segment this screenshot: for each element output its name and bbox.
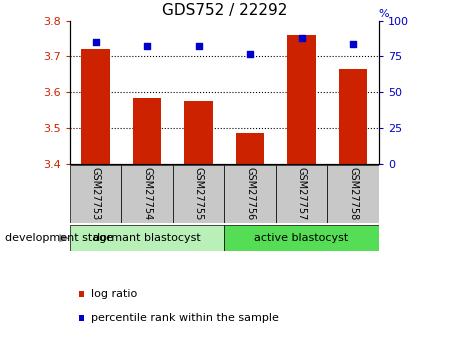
Text: GSM27757: GSM27757 <box>297 167 307 220</box>
Bar <box>70 165 121 223</box>
Text: %: % <box>379 9 390 19</box>
Bar <box>82 49 110 164</box>
Text: log ratio: log ratio <box>91 289 138 299</box>
Title: GDS752 / 22292: GDS752 / 22292 <box>162 3 287 18</box>
Text: GSM27754: GSM27754 <box>142 167 152 220</box>
Point <box>195 44 202 49</box>
Bar <box>184 101 213 164</box>
Text: GSM27755: GSM27755 <box>193 167 204 220</box>
Bar <box>173 165 225 223</box>
Text: percentile rank within the sample: percentile rank within the sample <box>91 313 279 323</box>
Text: active blastocyst: active blastocyst <box>254 233 349 243</box>
Bar <box>287 35 316 164</box>
Point <box>298 35 305 41</box>
Point <box>92 39 99 45</box>
Bar <box>133 98 161 164</box>
Text: development stage: development stage <box>5 233 113 243</box>
Bar <box>225 165 276 223</box>
Bar <box>236 134 264 164</box>
Bar <box>339 69 367 164</box>
Point <box>143 44 151 49</box>
Text: GSM27753: GSM27753 <box>91 167 101 220</box>
Point <box>350 41 357 46</box>
Text: dormant blastocyst: dormant blastocyst <box>93 233 201 243</box>
Text: GSM27758: GSM27758 <box>348 167 358 220</box>
Point <box>247 51 254 56</box>
Bar <box>327 165 379 223</box>
Text: GSM27756: GSM27756 <box>245 167 255 220</box>
Bar <box>276 165 327 223</box>
Bar <box>121 165 173 223</box>
Polygon shape <box>60 234 69 243</box>
Bar <box>70 225 225 251</box>
Bar <box>225 225 379 251</box>
